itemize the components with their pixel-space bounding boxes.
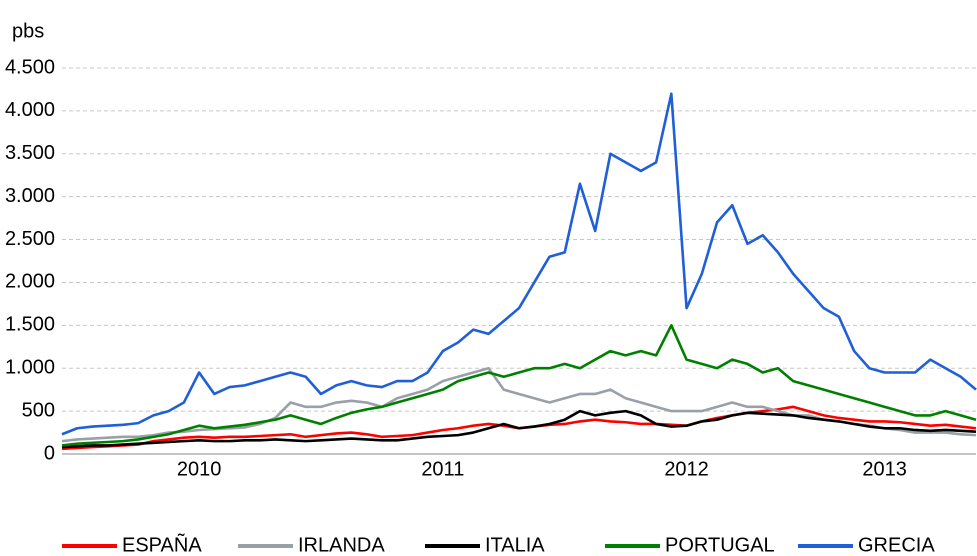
- y-tick-label: 1.000: [5, 357, 55, 379]
- legend-label: ITALIA: [485, 534, 545, 556]
- legend-label: IRLANDA: [298, 534, 385, 556]
- y-tick-label: 2.000: [5, 271, 55, 293]
- y-tick-label: 4.500: [5, 56, 55, 78]
- y-tick-label: 0: [44, 442, 55, 464]
- y-tick-label: 3.500: [5, 142, 55, 164]
- series-line: [61, 366, 977, 443]
- legend-label: PORTUGAL: [665, 534, 775, 556]
- series-line: [61, 409, 977, 449]
- x-tick-label: 2011: [421, 458, 464, 480]
- y-axis-label: pbs: [12, 20, 44, 42]
- legend-label: ESPAÑA: [122, 532, 202, 556]
- y-tick-label: 3.000: [5, 185, 55, 207]
- y-tick-label: 1.500: [5, 314, 55, 336]
- y-tick-label: 2.500: [5, 228, 55, 250]
- x-tick-label: 2010: [177, 458, 222, 480]
- series-line: [61, 92, 977, 436]
- series-line: [61, 324, 977, 447]
- x-tick-label: 2012: [664, 458, 709, 480]
- legend-label: GRECIA: [858, 534, 935, 556]
- x-tick-label: 2013: [862, 458, 907, 480]
- y-tick-label: 500: [22, 399, 55, 421]
- y-tick-label: 4.000: [5, 99, 55, 121]
